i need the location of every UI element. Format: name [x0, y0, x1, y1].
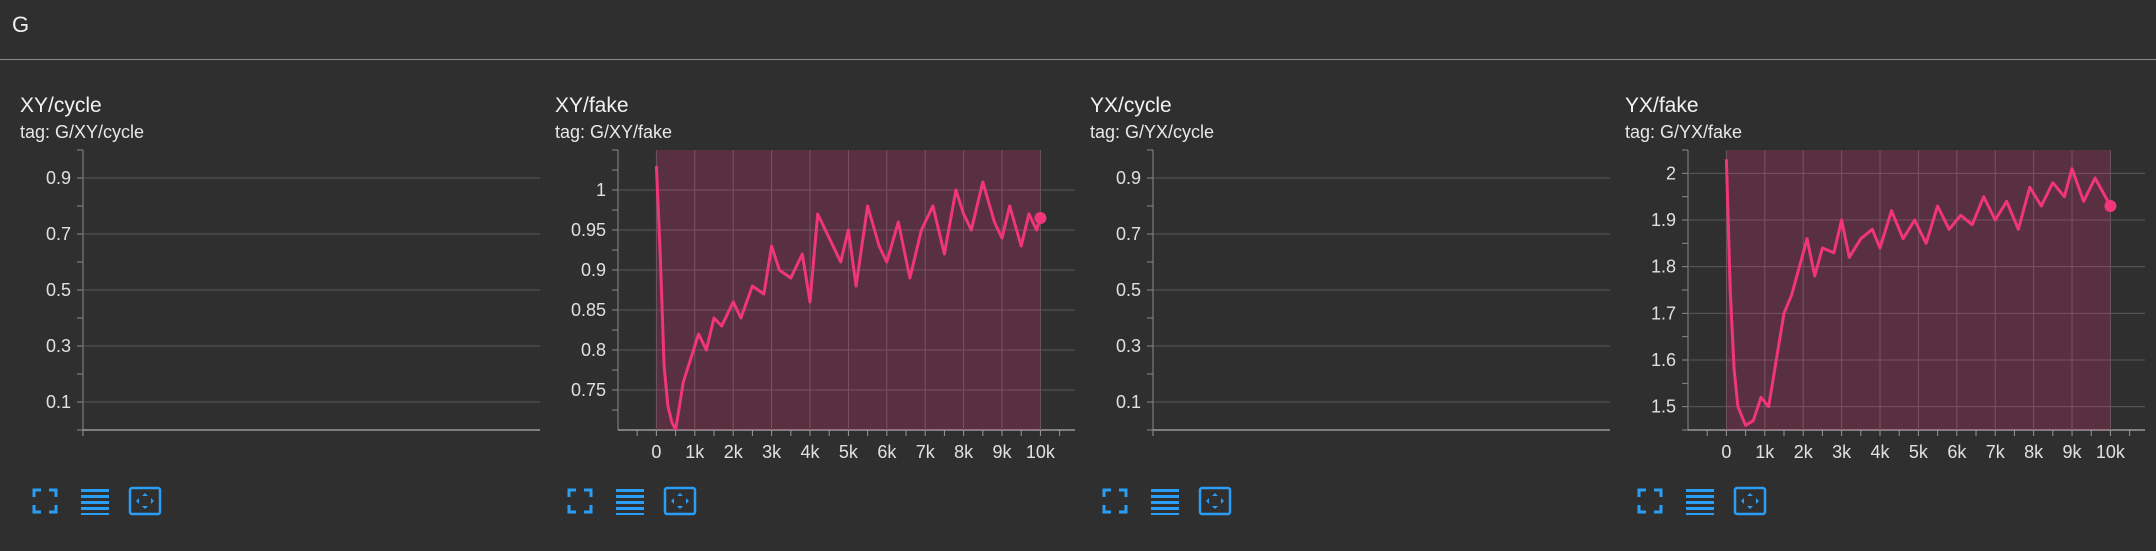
y-tick-label: 1.7 — [1651, 303, 1676, 323]
y-tick-label: 0.9 — [46, 168, 71, 188]
fit-domain-icon[interactable] — [1198, 484, 1232, 518]
group-title: G — [12, 12, 30, 37]
fullscreen-icon[interactable] — [1633, 484, 1667, 518]
fullscreen-icon[interactable] — [1098, 484, 1132, 518]
x-tick-label: 7k — [916, 442, 936, 462]
x-tick-label: 8k — [954, 442, 974, 462]
chart-card: YX/fake tag: G/YX/fake 1.5 1.6 1.7 1.8 1.9 2 0… — [1605, 60, 2145, 551]
y-tick-label: 0.3 — [1116, 336, 1141, 356]
raw-data-band — [656, 150, 1041, 430]
y-tick-label: 0.5 — [46, 280, 71, 300]
x-tick-label: 2k — [1794, 442, 1814, 462]
x-tick-label: 7k — [1986, 442, 2006, 462]
y-tick-label: 1.8 — [1651, 257, 1676, 277]
fullscreen-icon[interactable] — [28, 484, 62, 518]
toggle-log-scale-icon[interactable] — [78, 484, 112, 518]
line-chart[interactable]: 0.75 0.8 0.85 0.9 0.95 1 0 1k 2k 3k 4k 5k 6k 7k 8k 9k 10… — [535, 149, 1075, 480]
x-tick-label: 5k — [839, 442, 859, 462]
fullscreen-icon[interactable] — [563, 484, 597, 518]
x-tick-label: 3k — [1832, 442, 1852, 462]
last-point-marker — [2104, 200, 2117, 212]
card-tag: tag: G/XY/fake — [555, 122, 673, 142]
toggle-log-scale-icon[interactable] — [613, 484, 647, 518]
y-tick-label: 0.9 — [581, 260, 606, 280]
x-tick-label: 3k — [762, 442, 782, 462]
card-tag: tag: G/XY/cycle — [20, 122, 145, 142]
line-chart[interactable]: 0.1 0.3 0.5 0.7 0.9 — [0, 149, 540, 480]
x-tick-label: 9k — [993, 442, 1013, 462]
x-tick-label: 6k — [1947, 442, 1967, 462]
last-point-marker — [1034, 212, 1047, 224]
y-tick-label: 0.1 — [46, 392, 71, 412]
y-tick-label: 2 — [1666, 163, 1676, 183]
y-tick-label: 0.7 — [1116, 224, 1141, 244]
fit-domain-icon[interactable] — [663, 484, 697, 518]
y-tick-label: 0.1 — [1116, 392, 1141, 412]
line-chart[interactable]: 1.5 1.6 1.7 1.8 1.9 2 0 1k 2k 3k 4k 5k 6k 7k 8k 9k 10k — [1605, 149, 2145, 480]
x-tick-label: 0 — [1721, 442, 1731, 462]
chart-card: YX/cycle tag: G/YX/cycle 0.1 0.3 0.5 0.7 0.9 — [1070, 60, 1610, 551]
card-title: XY/cycle — [20, 94, 102, 117]
fit-domain-icon[interactable] — [1733, 484, 1767, 518]
series-line — [654, 165, 1042, 430]
y-tick-label: 1.5 — [1651, 397, 1676, 417]
line-chart[interactable]: 0.1 0.3 0.5 0.7 0.9 — [1070, 149, 1610, 480]
x-tick-label: 9k — [2063, 442, 2083, 462]
x-tick-label: 10k — [1026, 442, 1056, 462]
y-tick-label: 0.3 — [46, 336, 71, 356]
y-tick-label: 0.7 — [46, 224, 71, 244]
card-tag: tag: G/YX/fake — [1625, 122, 1743, 142]
x-tick-label: 1k — [1755, 442, 1775, 462]
y-tick-label: 1.6 — [1651, 350, 1676, 370]
x-tick-label: 0 — [651, 442, 661, 462]
card-tag: tag: G/YX/cycle — [1090, 122, 1215, 142]
x-tick-label: 10k — [2096, 442, 2126, 462]
fit-domain-icon[interactable] — [128, 484, 162, 518]
x-tick-label: 4k — [801, 442, 821, 462]
y-tick-label: 0.9 — [1116, 168, 1141, 188]
y-tick-label: 1.9 — [1651, 210, 1676, 230]
x-tick-label: 1k — [685, 442, 705, 462]
x-tick-label: 8k — [2024, 442, 2044, 462]
card-title: YX/fake — [1625, 94, 1699, 117]
chart-card: XY/cycle tag: G/XY/cycle 0.1 0.3 0.5 0.7 0.9 — [0, 60, 540, 551]
y-tick-label: 0.75 — [571, 380, 606, 400]
y-tick-label: 0.95 — [571, 220, 606, 240]
y-tick-label: 1 — [596, 180, 606, 200]
card-title: XY/fake — [555, 94, 629, 117]
group-header: G — [0, 0, 2156, 60]
toggle-log-scale-icon[interactable] — [1683, 484, 1717, 518]
y-tick-label: 0.5 — [1116, 280, 1141, 300]
y-tick-label: 0.8 — [581, 340, 606, 360]
x-tick-label: 5k — [1909, 442, 1929, 462]
toggle-log-scale-icon[interactable] — [1148, 484, 1182, 518]
x-tick-label: 4k — [1871, 442, 1891, 462]
chart-card: XY/fake tag: G/XY/fake 0.75 0.8 0.85 0.9 0.9… — [535, 60, 1075, 551]
y-tick-label: 0.85 — [571, 300, 606, 320]
series-line — [1724, 159, 2112, 427]
x-tick-label: 2k — [724, 442, 744, 462]
card-title: YX/cycle — [1090, 94, 1172, 117]
raw-data-band — [1726, 150, 2111, 430]
x-tick-label: 6k — [877, 442, 897, 462]
